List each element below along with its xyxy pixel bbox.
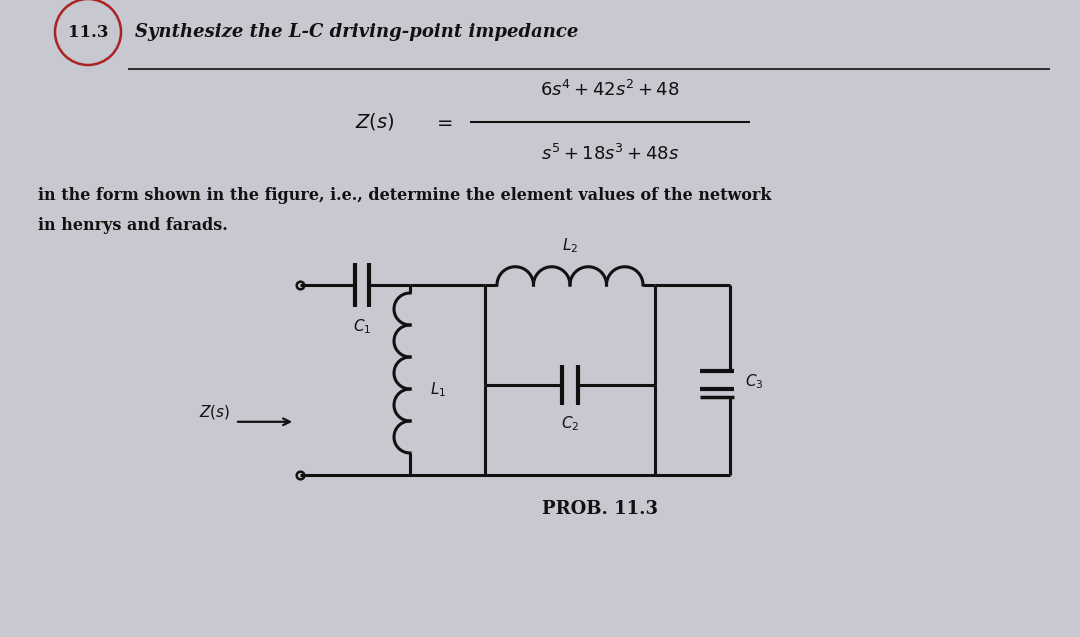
Text: $Z(s)$: $Z(s)$ (355, 111, 394, 132)
Text: PROB. 11.3: PROB. 11.3 (542, 500, 658, 518)
Text: Synthesize the L-C driving-point impedance: Synthesize the L-C driving-point impedan… (135, 23, 579, 41)
Text: $Z(s)$: $Z(s)$ (199, 403, 230, 421)
Text: in henrys and farads.: in henrys and farads. (38, 217, 228, 234)
Text: in the form shown in the figure, i.e., determine the element values of the netwo: in the form shown in the figure, i.e., d… (38, 187, 771, 203)
Text: $C_1$: $C_1$ (353, 317, 372, 336)
Text: $L_2$: $L_2$ (562, 236, 578, 255)
Text: $=$: $=$ (433, 113, 454, 131)
Text: $L_1$: $L_1$ (430, 381, 446, 399)
Text: $C_3$: $C_3$ (745, 373, 764, 391)
Text: $s^5 + 18s^3 + 48s$: $s^5 + 18s^3 + 48s$ (541, 144, 679, 164)
Text: 11.3: 11.3 (68, 24, 108, 41)
Text: $6s^4 + 42s^2 + 48$: $6s^4 + 42s^2 + 48$ (540, 80, 679, 100)
Text: $C_2$: $C_2$ (561, 414, 579, 433)
